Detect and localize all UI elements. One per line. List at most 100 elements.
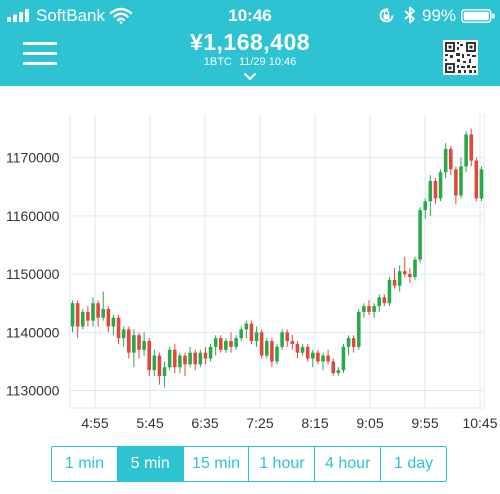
btc-price: ¥1,168,408 bbox=[189, 29, 311, 55]
candle-body bbox=[198, 352, 203, 365]
rotation-lock-icon bbox=[379, 7, 394, 23]
candle-body bbox=[295, 343, 300, 353]
timeframe-1hour-button[interactable]: 1 hour bbox=[248, 447, 314, 481]
candle-body bbox=[392, 279, 397, 286]
x-tick-label: 8:15 bbox=[301, 415, 328, 431]
candle-body bbox=[193, 352, 198, 365]
candle-body bbox=[167, 349, 172, 368]
candle-body bbox=[121, 329, 126, 339]
x-tick-label: 6:35 bbox=[191, 415, 218, 431]
candle-body bbox=[70, 303, 75, 327]
candle-body bbox=[239, 329, 244, 339]
candle-body bbox=[234, 338, 238, 347]
candle-body bbox=[336, 370, 341, 374]
y-tick-label: 1150000 bbox=[6, 266, 60, 282]
candle-body bbox=[474, 160, 479, 199]
candle-body bbox=[418, 210, 422, 260]
candle-body bbox=[126, 329, 131, 353]
price-chart[interactable]: 1130000 1140000 1150000 1160000 1170000 4:55 5… bbox=[0, 86, 500, 440]
timeframe-selector: 1 min 5 min 15 min 1 hour 4 hour 1 day bbox=[51, 446, 447, 482]
candle-body bbox=[264, 341, 269, 356]
candle-body bbox=[356, 311, 361, 347]
x-tick-label: 7:25 bbox=[246, 415, 273, 431]
hamburger-menu-icon[interactable] bbox=[23, 42, 57, 66]
candle-body bbox=[218, 338, 223, 350]
candle-body bbox=[448, 148, 453, 170]
y-tick-label: 1160000 bbox=[6, 208, 60, 224]
wifi-icon bbox=[110, 7, 132, 24]
candle-body bbox=[341, 346, 346, 371]
candle-body bbox=[249, 323, 254, 342]
timeframe-5min-button[interactable]: 5 min bbox=[116, 447, 183, 481]
candle-body bbox=[91, 303, 95, 321]
timeframe-15min-button[interactable]: 15 min bbox=[182, 447, 249, 481]
candle-body bbox=[305, 346, 310, 359]
candle-body bbox=[331, 361, 336, 374]
status-time: 10:46 bbox=[228, 6, 272, 25]
candle-body bbox=[178, 355, 182, 368]
candle-body bbox=[321, 355, 325, 362]
timeframe-1min-button[interactable]: 1 min bbox=[64, 455, 104, 472]
candle-body bbox=[101, 309, 106, 318]
price-unit: 1BTC bbox=[203, 56, 232, 68]
y-tick-label: 1140000 bbox=[6, 324, 60, 340]
candle-body bbox=[408, 274, 412, 278]
candle-body bbox=[382, 297, 387, 304]
timeframe-4hour-button[interactable]: 4 hour bbox=[314, 447, 380, 481]
candle-body bbox=[290, 341, 295, 344]
x-tick-label: 4:55 bbox=[81, 415, 108, 431]
candle-body bbox=[367, 306, 371, 312]
candle-body bbox=[275, 346, 279, 362]
price-subtitle: 1BTC 11/29 10:46 bbox=[0, 56, 500, 68]
candle-body bbox=[137, 335, 141, 350]
candle-body bbox=[162, 367, 167, 376]
candlestick-chart[interactable]: 1130000 1140000 1150000 1160000 1170000 4:55 5… bbox=[0, 86, 500, 440]
candle-body bbox=[75, 303, 80, 327]
candle-body bbox=[387, 279, 392, 304]
candle-body bbox=[423, 201, 428, 211]
candle-body bbox=[362, 306, 366, 312]
price-timestamp: 11/29 10:46 bbox=[238, 56, 297, 68]
candle-body bbox=[469, 134, 474, 161]
candle-body bbox=[142, 341, 146, 350]
x-tick-label: 9:05 bbox=[356, 415, 383, 431]
candle-body bbox=[80, 311, 85, 327]
battery-percentage: 99% bbox=[422, 6, 457, 25]
candle-body bbox=[454, 169, 458, 196]
battery-icon bbox=[461, 9, 495, 23]
x-tick-label: 10:45 bbox=[462, 415, 497, 431]
timeframe-1day-button[interactable]: 1 day bbox=[380, 447, 446, 481]
candle-body bbox=[413, 259, 417, 278]
candle-body bbox=[316, 352, 320, 362]
candle-body bbox=[428, 180, 433, 202]
candle-body bbox=[132, 335, 136, 353]
candle-body bbox=[208, 346, 213, 359]
candle-body bbox=[443, 148, 448, 173]
candle-body bbox=[157, 355, 162, 376]
candle-body bbox=[147, 341, 152, 371]
candle-body bbox=[213, 338, 218, 347]
candle-body bbox=[183, 355, 187, 365]
candle-body bbox=[270, 341, 274, 362]
qr-code-icon[interactable] bbox=[443, 40, 478, 75]
carrier-name: SoftBank bbox=[36, 6, 105, 25]
candle-body bbox=[172, 349, 177, 368]
y-tick-label: 1130000 bbox=[6, 383, 60, 399]
candle-body bbox=[326, 355, 330, 362]
bluetooth-icon bbox=[404, 6, 415, 24]
candle-body bbox=[111, 317, 116, 327]
cellular-signal-icon bbox=[7, 9, 29, 22]
candle-body bbox=[280, 332, 284, 347]
candle-body bbox=[402, 271, 407, 275]
candle-body bbox=[229, 341, 233, 347]
x-tick-label: 9:55 bbox=[411, 415, 438, 431]
chevron-down-icon[interactable] bbox=[243, 72, 257, 81]
candle-body bbox=[106, 309, 111, 327]
candle-body bbox=[310, 352, 315, 359]
candle-body bbox=[244, 323, 249, 330]
candle-body bbox=[285, 332, 290, 342]
app-header: SoftBank 10:46 99% ¥1,168,408 1BTC 11/2 bbox=[0, 0, 500, 86]
status-bar: SoftBank 10:46 99% bbox=[0, 0, 500, 30]
candle-body bbox=[397, 271, 402, 286]
candle-body bbox=[259, 332, 264, 356]
